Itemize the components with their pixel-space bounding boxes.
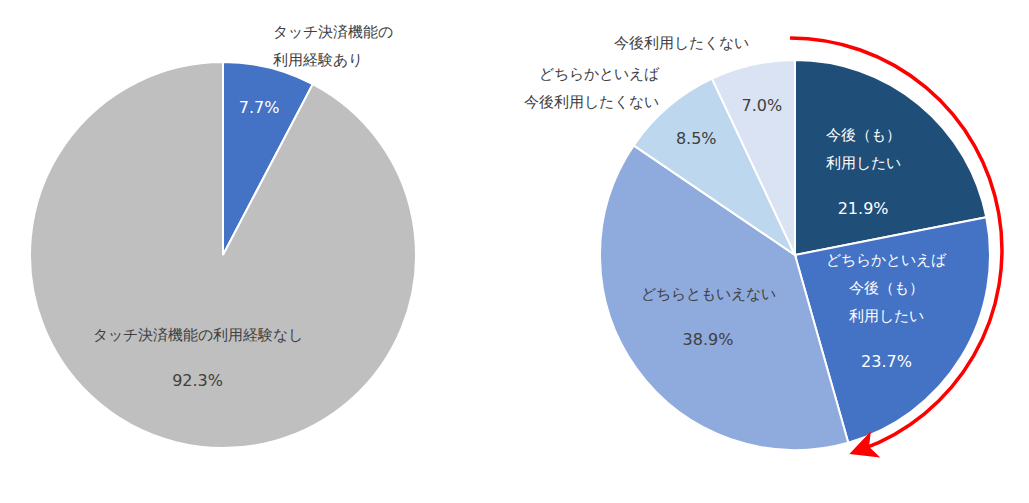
svg-text:今後（も）: 今後（も） (849, 279, 924, 297)
svg-text:利用経験あり: 利用経験あり (273, 51, 363, 69)
svg-text:どちらかといえば: どちらかといえば (826, 251, 947, 269)
svg-text:どちらともいえない: どちらともいえない (641, 285, 776, 303)
svg-text:21.9%: 21.9% (838, 199, 889, 218)
svg-text:利用したい: 利用したい (826, 154, 901, 172)
svg-text:タッチ決済機能の: タッチ決済機能の (273, 23, 393, 41)
svg-text:どちらかといえば: どちらかといえば (539, 65, 660, 83)
svg-text:7.0%: 7.0% (741, 96, 782, 115)
svg-text:今後利用したくない: 今後利用したくない (524, 93, 659, 111)
svg-text:タッチ決済機能の利用経験なし: タッチ決済機能の利用経験なし (93, 326, 303, 344)
svg-text:今後利用したくない: 今後利用したくない (614, 34, 749, 52)
svg-text:23.7%: 23.7% (861, 352, 912, 371)
svg-text:38.9%: 38.9% (683, 330, 734, 349)
svg-text:92.3%: 92.3% (172, 371, 223, 390)
svg-text:利用したい: 利用したい (849, 307, 924, 325)
svg-text:今後（も）: 今後（も） (826, 126, 901, 144)
svg-text:7.7%: 7.7% (239, 98, 280, 117)
svg-text:8.5%: 8.5% (676, 129, 717, 148)
